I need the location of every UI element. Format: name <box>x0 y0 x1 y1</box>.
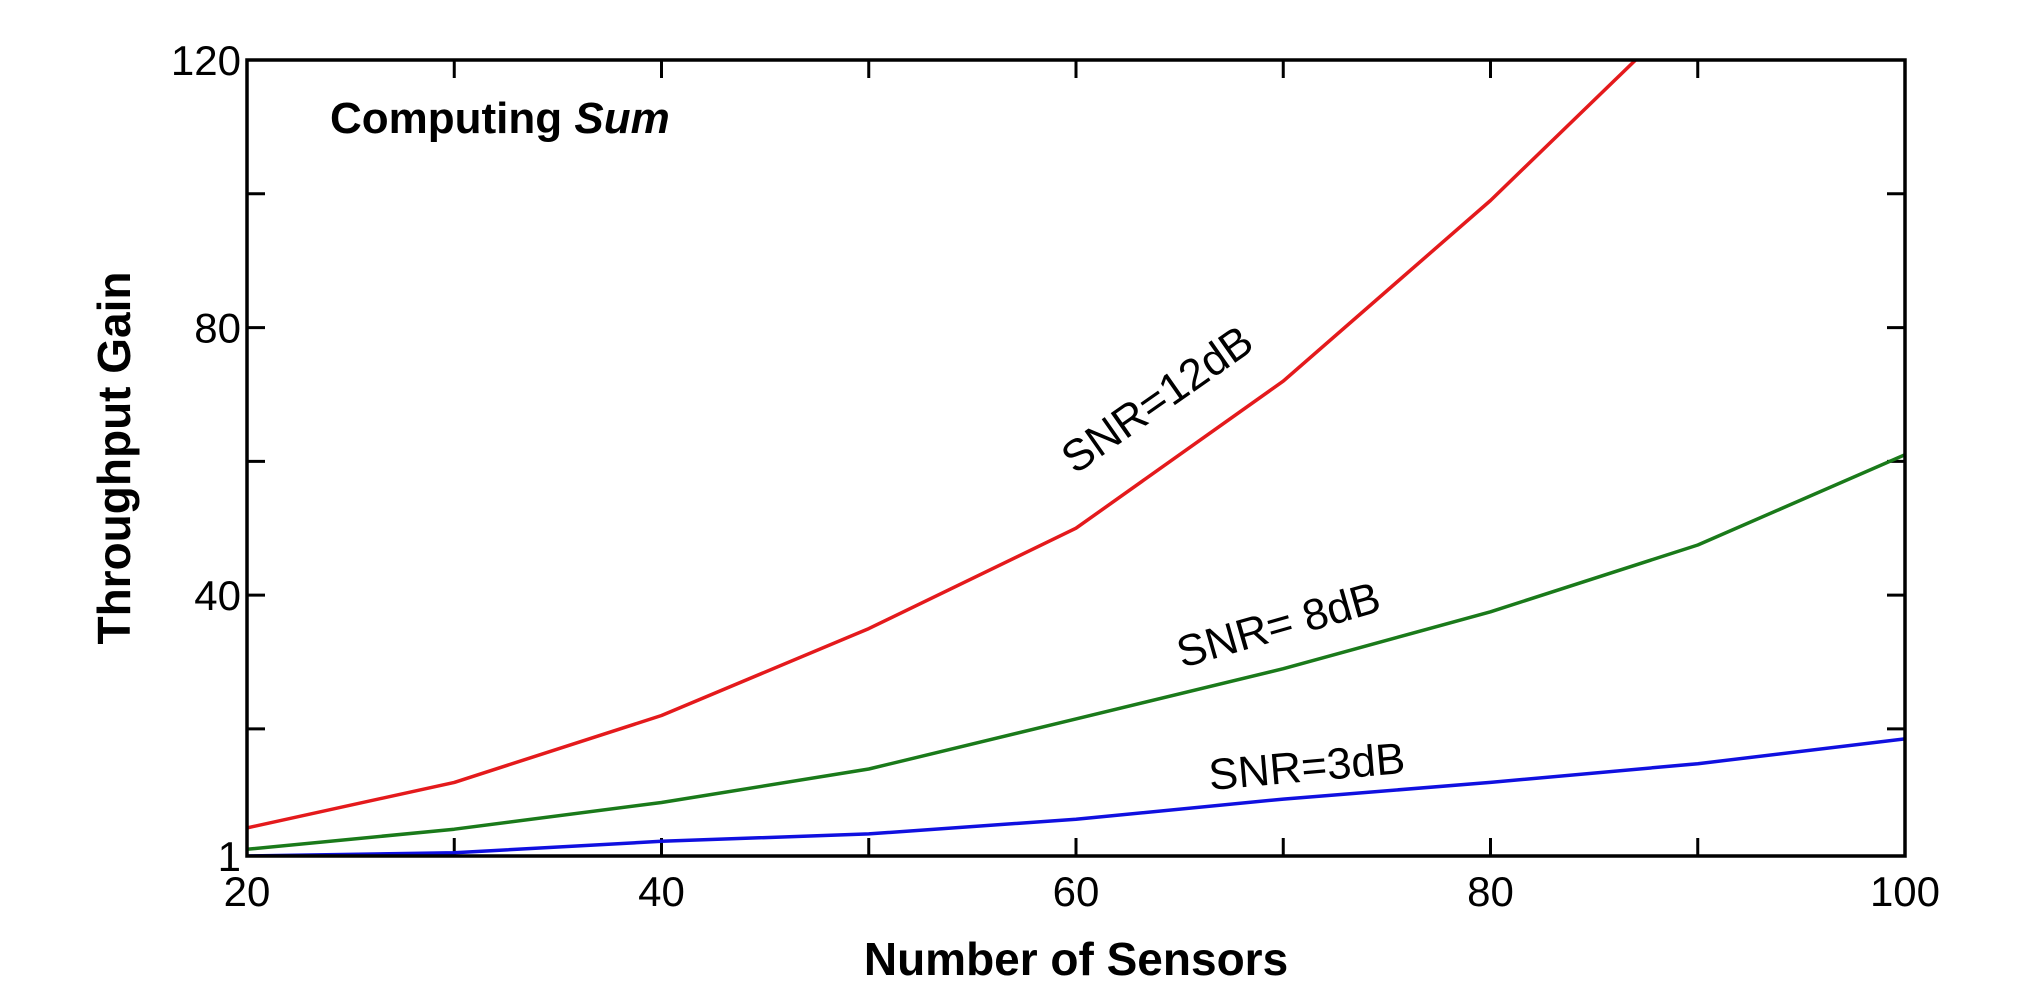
y-axis-title: Throughput Gain <box>88 271 140 644</box>
x-axis-title: Number of Sensors <box>864 933 1288 985</box>
y-tick-label-3: 120 <box>171 37 241 84</box>
x-tick-label-4: 100 <box>1870 868 1940 915</box>
plot-frame <box>245 58 1907 858</box>
series-label-1: SNR= 8dB <box>1171 573 1386 678</box>
chart-annotation: Computing Sum <box>330 94 670 143</box>
x-tick-label-3: 80 <box>1467 868 1514 915</box>
series-lines <box>247 60 1905 856</box>
x-tick-label-2: 60 <box>1053 868 1100 915</box>
tick-labels: 20 40 60 80 100 1 40 80 120 <box>171 37 1940 915</box>
series-line-2 <box>247 737 1905 856</box>
x-tick-label-1: 40 <box>638 868 685 915</box>
y-tick-label-2: 80 <box>194 305 241 352</box>
series-line-1 <box>247 453 1905 852</box>
x-tick-label-0: 20 <box>224 868 271 915</box>
y-tick-label-0: 1 <box>218 833 241 880</box>
y-tick-label-1: 40 <box>194 572 241 619</box>
series-label-0: SNR=12dB <box>1053 316 1262 483</box>
series-line-0 <box>247 60 1637 830</box>
annotation-italic: Sum <box>574 94 669 143</box>
annotation-regular: Computing <box>330 94 574 143</box>
